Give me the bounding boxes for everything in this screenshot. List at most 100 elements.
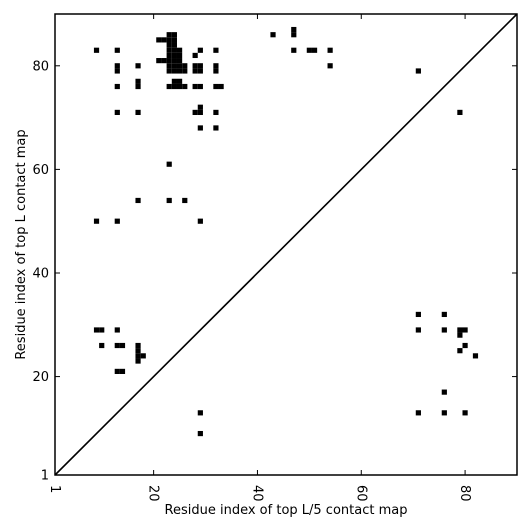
contact-cell-upper: [135, 63, 141, 69]
x-tick-label: 20: [146, 485, 161, 502]
contact-cell-upper: [192, 83, 198, 90]
x-tick-label: 60: [353, 485, 368, 502]
contact-cell-upper: [291, 47, 297, 53]
axis-ticks: 1 20 40 60 80 1 20 40 60 80: [32, 14, 517, 502]
contact-cell-upper: [197, 83, 203, 90]
contact-cell-upper: [182, 68, 188, 74]
contact-cell-upper: [161, 37, 167, 43]
contact-cell-upper: [415, 68, 421, 74]
contact-cell-upper: [291, 32, 297, 38]
contact-cell-upper: [166, 83, 172, 90]
contact-cell-upper: [161, 58, 167, 64]
contact-cell-upper: [306, 47, 312, 53]
contact-cell-upper: [197, 109, 203, 116]
y-tick-label: 40: [32, 266, 49, 281]
contact-cell-upper: [192, 68, 198, 74]
contact-cell-upper: [457, 109, 463, 116]
contact-cell-upper: [311, 47, 318, 53]
contact-cell-upper: [197, 125, 203, 131]
contact-cell-upper: [176, 47, 183, 53]
contact-cell-upper: [213, 83, 219, 90]
contact-cell-upper: [171, 63, 177, 69]
contact-cell-lower: [441, 327, 447, 333]
contact-cell-lower: [457, 332, 463, 338]
contact-cell-lower: [415, 327, 421, 333]
y-tick-label: 1: [41, 469, 49, 484]
contact-cell-lower: [135, 342, 141, 349]
contact-cell-upper: [156, 58, 162, 64]
contact-cell-upper: [327, 47, 333, 53]
contact-cell-upper: [192, 63, 198, 69]
x-axis-label: Residue index of top L/5 contact map: [165, 503, 408, 518]
contact-cell-upper: [166, 68, 172, 74]
contact-cell-lower: [99, 342, 105, 349]
contact-cell-lower: [119, 342, 126, 349]
contact-cell-upper: [291, 26, 297, 33]
contact-cell-upper: [197, 47, 203, 53]
contact-cell-upper: [171, 52, 177, 59]
contact-cell-upper: [171, 58, 177, 64]
contact-cell-upper: [166, 52, 172, 59]
contact-cell-upper: [93, 218, 100, 224]
contact-cell-upper: [166, 32, 172, 38]
contact-cell-upper: [166, 47, 172, 53]
contact-cell-upper: [114, 109, 120, 116]
contact-cell-lower: [441, 311, 447, 318]
contact-cell-upper: [171, 42, 177, 48]
contact-cell-upper: [213, 63, 219, 69]
contact-cell-upper: [197, 63, 203, 69]
contact-cell-lower: [114, 342, 120, 349]
contact-cell-upper: [176, 68, 183, 74]
y-tick-label: 20: [32, 370, 49, 385]
contact-cell-lower: [441, 410, 447, 416]
contact-cell-lower: [457, 348, 463, 354]
contact-cell-upper: [166, 161, 172, 167]
contact-cells: [93, 26, 479, 437]
contact-cell-upper: [166, 63, 172, 69]
contact-cell-upper: [176, 83, 183, 90]
contact-cell-upper: [176, 78, 183, 84]
x-tick-label: 1: [47, 485, 62, 493]
contact-cell-lower: [462, 327, 468, 333]
contact-cell-lower: [135, 353, 141, 359]
contact-cell-lower: [197, 410, 203, 416]
contact-cell-lower: [119, 368, 126, 374]
contact-cell-upper: [176, 52, 183, 59]
contact-cell-upper: [197, 218, 203, 224]
contact-cell-upper: [114, 47, 120, 53]
contact-cell-upper: [135, 197, 141, 204]
contact-cell-lower: [462, 342, 468, 349]
contact-cell-upper: [182, 83, 188, 90]
contact-cell-lower: [135, 348, 141, 354]
contact-cell-lower: [99, 327, 105, 333]
contact-cell-upper: [176, 63, 183, 69]
contact-cell-upper: [135, 78, 141, 84]
contact-cell-upper: [213, 68, 219, 74]
contact-cell-upper: [213, 125, 219, 131]
contact-cell-upper: [135, 83, 141, 90]
contact-cell-lower: [415, 410, 421, 416]
plot-frame: [54, 13, 518, 476]
contact-cell-upper: [213, 109, 219, 116]
contact-cell-upper: [197, 104, 203, 110]
contact-cell-upper: [192, 52, 198, 59]
contact-cell-upper: [166, 42, 172, 48]
x-tick-label: 40: [249, 485, 264, 502]
contact-cell-lower: [114, 368, 120, 374]
contact-cell-upper: [171, 47, 177, 53]
contact-cell-upper: [197, 68, 203, 74]
contact-cell-upper: [176, 58, 183, 64]
contact-cell-upper: [171, 37, 177, 43]
contact-cell-lower: [93, 327, 100, 333]
contact-cell-upper: [166, 37, 172, 43]
contact-cell-upper: [171, 32, 177, 38]
contact-cell-upper: [327, 63, 333, 69]
contact-cell-upper: [171, 78, 177, 84]
contact-cell-lower: [472, 353, 479, 359]
contact-cell-upper: [114, 68, 120, 74]
contact-cell-lower: [140, 353, 146, 359]
y-axis-label: Residue index of top L contact map: [14, 129, 29, 359]
contact-cell-upper: [171, 68, 177, 74]
contact-cell-upper: [156, 37, 162, 43]
contact-cell-upper: [114, 218, 120, 224]
